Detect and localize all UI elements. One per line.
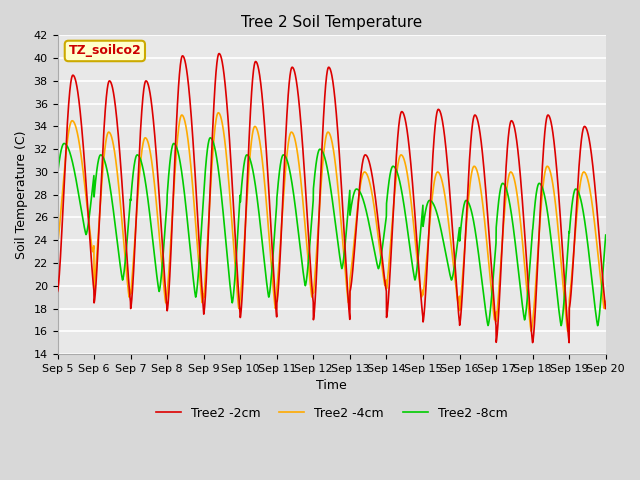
Y-axis label: Soil Temperature (C): Soil Temperature (C) [15, 131, 28, 259]
Tree2 -4cm [214, 110, 222, 116]
Line: Tree2 -8cm: Tree2 -8cm [58, 138, 605, 325]
Tree2 -2cm [565, 340, 573, 346]
Text: TZ_soilco2: TZ_soilco2 [68, 45, 141, 58]
Tree2 -2cm [602, 306, 609, 312]
Tree2 -4cm [116, 197, 124, 203]
Tree2 -8cm [264, 289, 272, 295]
Tree2 -2cm [288, 65, 296, 71]
Tree2 -8cm [532, 192, 540, 198]
Tree2 -2cm [591, 187, 599, 193]
Tree2 -4cm [564, 328, 572, 334]
Line: Tree2 -4cm: Tree2 -4cm [58, 113, 605, 331]
Legend: Tree2 -2cm, Tree2 -4cm, Tree2 -8cm: Tree2 -2cm, Tree2 -4cm, Tree2 -8cm [151, 402, 513, 425]
Tree2 -2cm [264, 173, 272, 179]
Tree2 -8cm [594, 323, 602, 328]
Tree2 -4cm [148, 165, 156, 171]
Tree2 -2cm [54, 288, 61, 294]
Tree2 -2cm [215, 51, 223, 57]
Tree2 -8cm [148, 236, 156, 242]
Tree2 -8cm [591, 305, 599, 311]
Tree2 -2cm [148, 110, 156, 116]
Tree2 -4cm [264, 219, 272, 225]
Tree2 -8cm [207, 135, 214, 141]
Tree2 -2cm [532, 294, 540, 300]
Tree2 -8cm [54, 171, 61, 177]
Tree2 -4cm [54, 242, 61, 248]
Tree2 -4cm [602, 299, 609, 304]
Tree2 -8cm [116, 261, 124, 267]
Tree2 -2cm [116, 154, 124, 159]
X-axis label: Time: Time [316, 379, 347, 392]
Tree2 -4cm [288, 129, 296, 135]
Tree2 -4cm [532, 276, 540, 282]
Tree2 -8cm [602, 232, 609, 238]
Tree2 -8cm [288, 179, 296, 184]
Line: Tree2 -2cm: Tree2 -2cm [58, 54, 605, 343]
Tree2 -4cm [591, 227, 599, 232]
Title: Tree 2 Soil Temperature: Tree 2 Soil Temperature [241, 15, 422, 30]
